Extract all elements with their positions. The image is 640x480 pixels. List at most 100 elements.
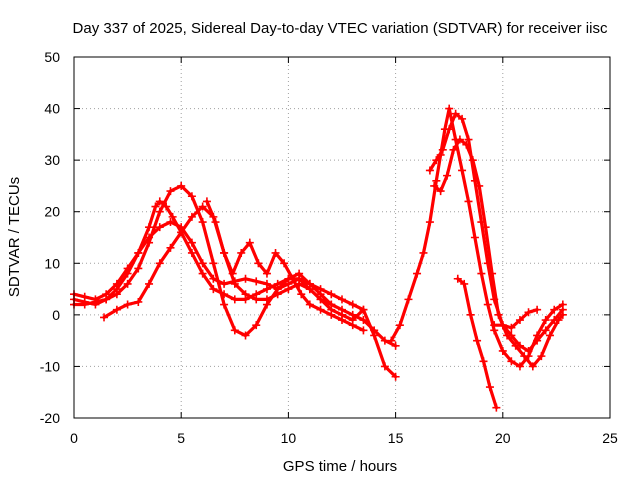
- data-point-marker: [241, 290, 250, 299]
- data-point-marker: [545, 331, 554, 340]
- data-point-marker: [187, 212, 196, 221]
- data-point-marker: [305, 300, 314, 309]
- data-point-marker: [473, 336, 482, 345]
- y-tick-label: -10: [40, 358, 60, 374]
- data-point-marker: [166, 187, 175, 196]
- data-point-marker: [503, 331, 512, 340]
- data-point-marker: [445, 104, 454, 113]
- data-point-marker: [338, 295, 346, 304]
- data-point-marker: [425, 166, 434, 175]
- data-point-marker: [479, 357, 488, 366]
- data-series: [70, 104, 567, 412]
- data-point-marker: [155, 259, 164, 268]
- data-point-marker: [494, 310, 503, 319]
- data-point-marker: [211, 218, 220, 227]
- data-point-marker: [455, 135, 464, 144]
- y-tick-label: 0: [52, 307, 60, 323]
- x-tick-label: 0: [70, 430, 78, 446]
- data-point-marker: [436, 187, 445, 196]
- data-point-marker: [458, 114, 467, 123]
- data-point-marker: [475, 181, 484, 190]
- data-point-marker: [327, 300, 336, 309]
- data-point-marker: [550, 305, 559, 314]
- data-point-marker: [391, 341, 400, 350]
- data-point-marker: [425, 218, 434, 227]
- data-point-marker: [230, 279, 239, 288]
- data-point-marker: [273, 285, 282, 294]
- data-point-marker: [237, 248, 246, 257]
- data-point-marker: [359, 326, 368, 335]
- y-tick-label: 30: [44, 152, 60, 168]
- x-tick-label: 5: [177, 430, 185, 446]
- data-point-marker: [145, 223, 154, 232]
- chart-title: Day 337 of 2025, Sidereal Day-to-day VTE…: [73, 20, 608, 37]
- series-s10: [490, 305, 542, 332]
- series-s4: [70, 181, 336, 340]
- data-point-marker: [297, 290, 306, 299]
- data-point-marker: [262, 279, 271, 288]
- data-point-marker: [432, 176, 441, 185]
- data-point-marker: [134, 297, 143, 306]
- data-point-marker: [327, 310, 336, 319]
- data-point-marker: [460, 279, 469, 288]
- series-line: [102, 205, 398, 379]
- data-point-marker: [380, 362, 389, 371]
- data-point-marker: [413, 269, 422, 278]
- data-point-marker: [220, 279, 229, 288]
- data-point-marker: [112, 305, 121, 314]
- series-s3: [100, 202, 400, 381]
- x-tick-labels: 0 5 10 15 20 25: [70, 430, 618, 446]
- data-point-marker: [241, 274, 250, 283]
- data-point-marker: [145, 279, 154, 288]
- data-point-marker: [252, 277, 261, 286]
- data-point-marker: [230, 295, 239, 304]
- data-point-marker: [458, 166, 467, 175]
- data-point-marker: [228, 269, 237, 278]
- data-point-marker: [166, 243, 175, 252]
- data-point-marker: [462, 140, 471, 149]
- data-point-marker: [466, 310, 475, 319]
- y-axis-label: SDTVAR / TECUs: [6, 177, 23, 297]
- series-line: [205, 199, 365, 332]
- data-point-marker: [470, 233, 479, 242]
- data-point-marker: [481, 223, 490, 232]
- data-point-marker: [348, 321, 357, 330]
- data-point-marker: [102, 295, 111, 304]
- data-point-marker: [537, 352, 546, 361]
- data-point-marker: [91, 297, 100, 306]
- data-point-marker: [220, 300, 229, 309]
- data-point-marker: [280, 259, 289, 268]
- data-point-marker: [295, 269, 304, 278]
- data-point-marker: [112, 290, 121, 299]
- data-point-marker: [123, 264, 132, 273]
- data-point-marker: [533, 336, 542, 345]
- data-point-marker: [483, 300, 492, 309]
- data-point-marker: [155, 197, 164, 206]
- data-point-marker: [202, 197, 211, 206]
- x-tick-label: 10: [281, 430, 297, 446]
- data-point-marker: [511, 341, 520, 350]
- data-point-marker: [271, 248, 280, 257]
- data-point-marker: [198, 269, 207, 278]
- data-point-marker: [155, 207, 164, 216]
- x-axis-label: GPS time / hours: [283, 458, 397, 475]
- data-point-marker: [498, 346, 507, 355]
- data-point-marker: [187, 248, 196, 257]
- data-point-marker: [284, 285, 293, 294]
- y-tick-label: 50: [44, 49, 60, 65]
- x-tick-label: 20: [495, 430, 511, 446]
- data-point-marker: [541, 326, 550, 335]
- data-point-marker: [305, 279, 314, 288]
- data-point-marker: [262, 300, 271, 309]
- data-point-marker: [262, 269, 271, 278]
- data-point-marker: [492, 403, 501, 412]
- data-point-marker: [316, 305, 325, 314]
- data-point-marker: [464, 197, 473, 206]
- data-point-marker: [419, 248, 428, 257]
- data-point-marker: [151, 202, 160, 211]
- series-s8: [430, 135, 567, 371]
- data-point-marker: [554, 316, 563, 325]
- data-point-marker: [252, 321, 261, 330]
- data-point-marker: [123, 279, 132, 288]
- y-tick-label: -20: [40, 410, 60, 426]
